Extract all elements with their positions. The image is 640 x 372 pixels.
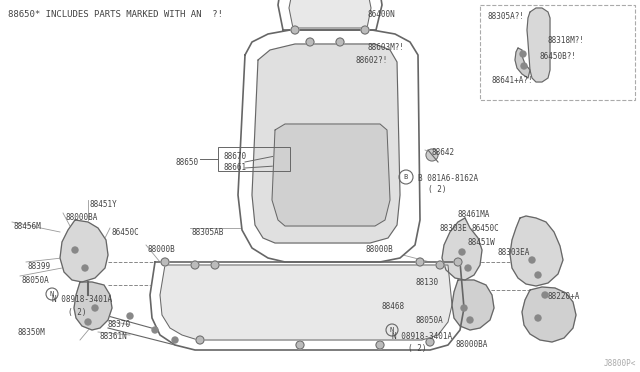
Polygon shape [74, 282, 112, 330]
Polygon shape [160, 265, 452, 340]
Text: 88000BA: 88000BA [456, 340, 488, 349]
Circle shape [127, 313, 133, 319]
Circle shape [535, 315, 541, 321]
Circle shape [82, 265, 88, 271]
Text: 88456M: 88456M [14, 222, 42, 231]
Text: ( 2): ( 2) [68, 308, 86, 317]
Text: 88303EA: 88303EA [498, 248, 531, 257]
Text: 88370: 88370 [108, 320, 131, 329]
Circle shape [172, 337, 178, 343]
Circle shape [542, 292, 548, 298]
Text: J8800P<: J8800P< [604, 359, 636, 368]
Circle shape [416, 258, 424, 266]
Text: 88661: 88661 [224, 163, 247, 172]
Polygon shape [510, 216, 563, 286]
Circle shape [467, 317, 473, 323]
Bar [480, 5, 635, 100]
Text: 88603M?!: 88603M?! [368, 43, 405, 52]
Polygon shape [452, 280, 494, 330]
Text: 86450B?!: 86450B?! [540, 52, 577, 61]
Text: 88303E: 88303E [440, 224, 468, 233]
Circle shape [296, 341, 304, 349]
Text: ( 2): ( 2) [428, 185, 447, 194]
Circle shape [465, 265, 471, 271]
Text: 88650* INCLUDES PARTS MARKED WITH AN  ?!: 88650* INCLUDES PARTS MARKED WITH AN ?! [8, 10, 223, 19]
Polygon shape [515, 48, 530, 78]
Text: B: B [404, 174, 408, 180]
Polygon shape [289, 0, 371, 28]
Text: 86400N: 86400N [368, 10, 396, 19]
Text: 88305AB: 88305AB [192, 228, 225, 237]
Circle shape [521, 63, 527, 69]
Circle shape [361, 26, 369, 34]
Circle shape [92, 305, 98, 311]
Circle shape [161, 258, 169, 266]
Polygon shape [272, 124, 390, 226]
Circle shape [426, 149, 438, 161]
Polygon shape [522, 287, 576, 342]
Circle shape [459, 249, 465, 255]
Text: 88050A: 88050A [22, 276, 50, 285]
Text: N: N [50, 291, 54, 297]
Polygon shape [442, 218, 482, 280]
Circle shape [291, 26, 299, 34]
Text: 88641+A?!: 88641+A?! [492, 76, 534, 85]
Text: ( 2): ( 2) [408, 344, 426, 353]
Circle shape [336, 38, 344, 46]
Circle shape [376, 341, 384, 349]
Text: 88461MA: 88461MA [458, 210, 490, 219]
Circle shape [152, 327, 158, 333]
Text: N 08918-3401A: N 08918-3401A [392, 332, 452, 341]
Polygon shape [238, 30, 420, 262]
Text: 86450C: 86450C [472, 224, 500, 233]
Circle shape [306, 38, 314, 46]
Circle shape [535, 272, 541, 278]
Text: 88318M?!: 88318M?! [548, 36, 585, 45]
Text: 88130: 88130 [416, 278, 439, 287]
Text: 88000B: 88000B [366, 245, 394, 254]
Circle shape [211, 261, 219, 269]
Text: 86450C: 86450C [112, 228, 140, 237]
Text: 88305A?!: 88305A?! [488, 12, 525, 21]
Circle shape [461, 305, 467, 311]
Text: 88670: 88670 [224, 152, 247, 161]
Bar [218, 147, 290, 171]
Text: 88220+A: 88220+A [548, 292, 580, 301]
Circle shape [436, 261, 444, 269]
Polygon shape [278, 0, 382, 30]
Text: N: N [390, 327, 394, 333]
Text: 88602?!: 88602?! [356, 56, 388, 65]
Circle shape [191, 261, 199, 269]
Polygon shape [60, 220, 108, 282]
Text: 88451W: 88451W [468, 238, 496, 247]
Text: 88399: 88399 [28, 262, 51, 271]
Circle shape [520, 51, 526, 57]
Text: 88451Y: 88451Y [90, 200, 118, 209]
Circle shape [72, 247, 78, 253]
Text: 88050A: 88050A [416, 316, 444, 325]
Text: 88361N: 88361N [100, 332, 128, 341]
Text: 88642: 88642 [432, 148, 455, 157]
Circle shape [454, 258, 462, 266]
Circle shape [426, 338, 434, 346]
Text: 88650: 88650 [176, 158, 199, 167]
Polygon shape [252, 44, 400, 243]
Text: N 08918-3401A: N 08918-3401A [52, 295, 112, 304]
Text: 88000BA: 88000BA [65, 213, 97, 222]
Text: 88350M: 88350M [18, 328, 45, 337]
Polygon shape [150, 262, 464, 350]
Text: 88000B: 88000B [148, 245, 176, 254]
Polygon shape [527, 8, 550, 82]
Circle shape [529, 257, 535, 263]
Text: B 081A6-8162A: B 081A6-8162A [418, 174, 478, 183]
Circle shape [196, 336, 204, 344]
Text: 88468: 88468 [382, 302, 405, 311]
Circle shape [85, 319, 91, 325]
